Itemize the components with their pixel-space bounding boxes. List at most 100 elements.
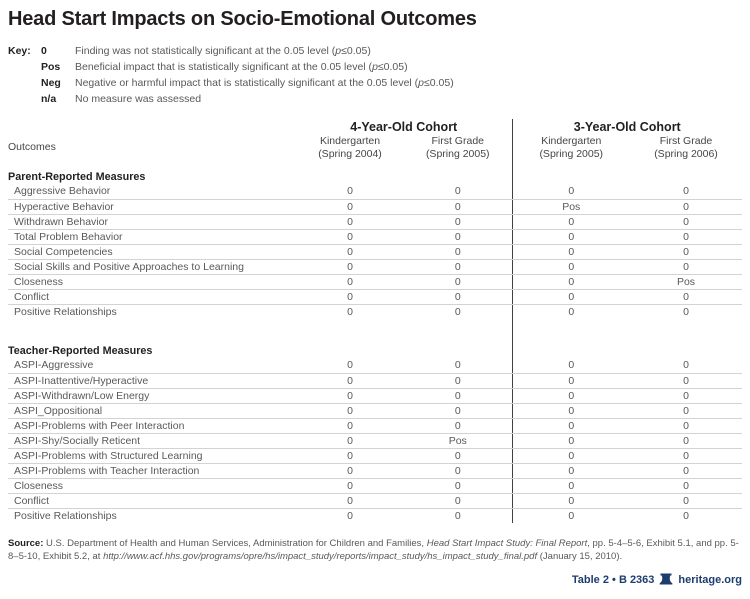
outcome-value: 0 [630,388,742,404]
key-entry: n/a No measure was assessed [41,91,742,107]
outcome-value: 0 [630,478,742,494]
heritage-site-label: heritage.org [678,574,742,587]
table-row: Conflict 0 0 0 0 [8,289,742,305]
outcome-value: 0 [630,229,742,245]
outcome-value: 0 [511,214,630,230]
outcome-value: 0 [511,493,630,509]
outcomes-column-header: Outcomes [8,140,56,153]
outcome-value: 0 [511,448,630,464]
key-symbol: 0 [41,45,47,57]
outcome-label: ASPI-Problems with Teacher Interaction [8,463,296,479]
outcome-value: 0 [630,463,742,479]
outcome-value: 0 [511,463,630,479]
outcome-value: 0 [511,304,630,319]
heritage-bell-icon [659,573,673,588]
table-row: ASPI-Inattentive/Hyperactive 0 0 0 0 [8,373,742,389]
cohort-header-row: 4-Year-Old Cohort 3-Year-Old Cohort [8,119,742,135]
key-symbol: Pos [41,61,61,73]
outcome-label: ASPI-Withdrawn/Low Energy [8,388,296,404]
col-header-label: First Grade [659,135,713,147]
outcome-label: Conflict [8,289,296,305]
outcome-value: 0 [296,274,404,290]
outcome-value: 0 [511,274,630,290]
outcome-value: 0 [404,289,512,305]
outcome-value: 0 [296,184,404,200]
table-row: Closeness 0 0 0 0 [8,478,742,494]
outcome-label: Withdrawn Behavior [8,214,296,230]
outcome-value: 0 [296,229,404,245]
outcome-value: 0 [296,244,404,260]
outcome-label: ASPI-Problems with Structured Learning [8,448,296,464]
outcome-value: 0 [404,244,512,260]
outcome-value: 0 [404,448,512,464]
source-note: Source: U.S. Department of Health and Hu… [8,538,739,563]
cohort-3yo-header: 3-Year-Old Cohort [511,119,742,135]
outcome-label: Closeness [8,478,296,494]
outcome-value: 0 [511,403,630,419]
outcome-value: 0 [404,358,512,374]
outcome-value: 0 [404,388,512,404]
outcome-label: ASPI-Inattentive/Hyperactive [8,373,296,389]
outcome-value: 0 [404,229,512,245]
outcome-value: 0 [454,305,461,318]
outcome-value: 0 [404,373,512,389]
section-header-label: Parent-Reported Measures [8,170,146,183]
outcome-value: 0 [630,259,742,275]
table-row: Conflict 0 0 0 0 [8,493,742,509]
outcome-value: 0 [404,463,512,479]
outcome-value: 0 [511,358,630,374]
section-header-label: Teacher-Reported Measures [8,344,153,357]
key-description: No measure was assessed [75,93,202,105]
outcome-value: 0 [630,493,742,509]
outcome-value: 0 [404,259,512,275]
section-header-row: Teacher-Reported Measures [8,343,742,358]
key-entry: Pos Beneficial impact that is statistical… [41,59,742,75]
table-row: ASPI-Problems with Teacher Interaction 0 0… [8,463,742,479]
outcome-value: Pos [404,433,512,449]
table-row: Positive Relationships 0 0 0 0 [8,508,742,523]
outcome-value: 0 [296,259,404,275]
outcome-value: 0 [511,373,630,389]
col-header-k2004: Kindergarten (Spring 2004) [296,135,404,169]
outcome-value: 0 [511,508,630,523]
outcome-value: 0 [404,403,512,419]
outcome-value: 0 [347,305,353,318]
outcome-value: 0 [404,418,512,434]
cohort-4yo-header: 4-Year-Old Cohort [350,119,458,134]
outcome-value: 0 [296,478,404,494]
outcome-value: 0 [630,214,742,230]
outcome-value: 0 [630,418,742,434]
outcome-value: 0 [404,214,512,230]
col-header-k2005: Kindergarten (Spring 2005) [511,135,630,169]
table-row: Aggressive Behavior 0 0 0 0 [8,184,742,200]
key-symbol: Neg [41,77,61,89]
outcome-label: Hyperactive Behavior [8,199,296,215]
key-symbol: n/a [41,93,57,105]
table-row: ASPI-Aggressive 0 0 0 0 [8,358,742,374]
table-row: ASPI-Problems with Structured Learning 0 0… [8,448,742,464]
outcome-label: ASPI-Aggressive [8,358,296,374]
key-legend: Key: 0 Finding was not statistically sign… [8,43,742,107]
outcome-value: 0 [630,184,742,200]
column-header-row: Outcomes Kindergarten (Spring 2004) Firs… [8,135,742,169]
outcome-label: Conflict [8,493,296,509]
outcome-label: Social Competencies [8,244,296,260]
outcome-value: 0 [511,229,630,245]
key-entry: 0 Finding was not statistically significa… [41,43,742,59]
key-description: Finding was not statistically significan… [75,45,371,57]
table-row: Positive Relationships 0 0 0 0 [8,304,742,319]
outcome-value: 0 [404,493,512,509]
outcome-label: Positive Relationships [14,509,117,522]
outcome-value: 0 [296,403,404,419]
outcome-value: 0 [404,274,512,290]
outcome-value: 0 [296,433,404,449]
outcome-label: ASPI_Oppositional [8,403,296,419]
outcome-value: 0 [511,244,630,260]
outcome-value: 0 [347,509,353,522]
outcome-label: Social Skills and Positive Approaches to… [8,259,296,275]
outcome-value: 0 [511,433,630,449]
table-row: Social Competencies 0 0 0 0 [8,244,742,260]
outcome-value: 0 [511,478,630,494]
col-header-fg2005: First Grade (Spring 2005) [404,135,512,169]
col-header-sublabel: (Spring 2004) [318,147,382,160]
